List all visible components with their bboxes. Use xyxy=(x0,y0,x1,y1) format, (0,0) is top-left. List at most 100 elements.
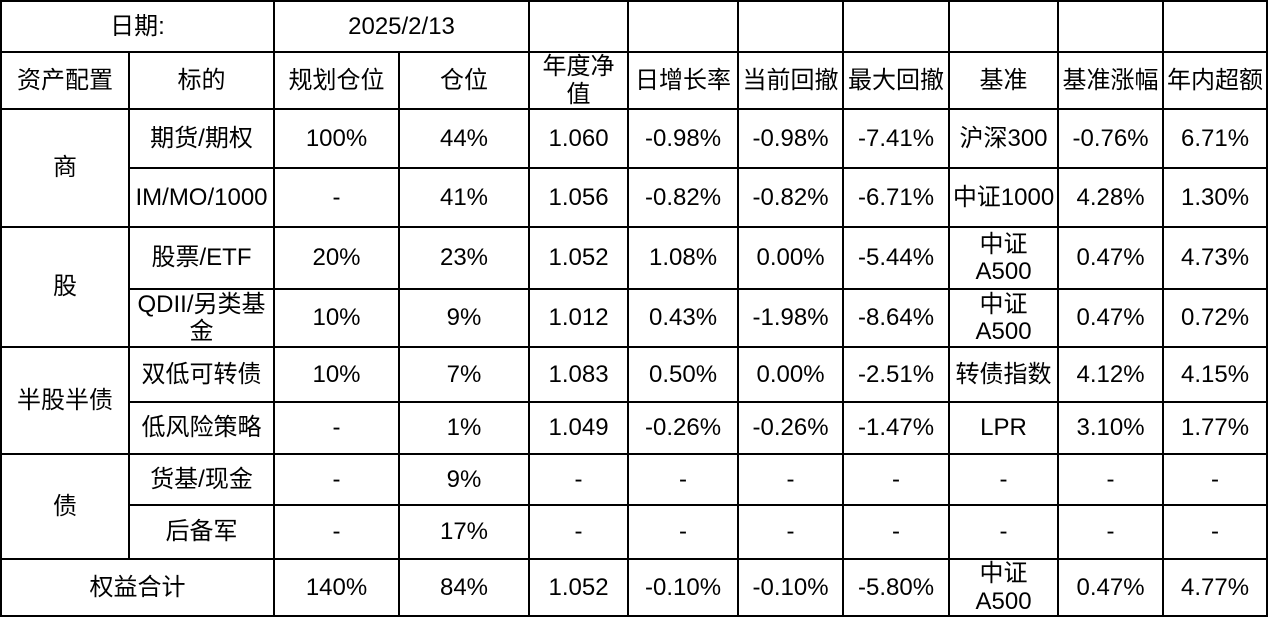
col-header-benchmark: 基准 xyxy=(948,50,1060,111)
cell-target: 货基/现金 xyxy=(127,453,276,507)
cell-current-drawdown: -0.10% xyxy=(737,558,845,617)
cell-planned-position: 10% xyxy=(273,346,401,404)
empty-cell xyxy=(1162,0,1269,53)
cell-daily-change: -0.98% xyxy=(627,108,740,170)
date-value-cell: 2025/2/13 xyxy=(273,0,531,53)
cell-annual-nav: 1.060 xyxy=(528,108,630,170)
cell-annual-nav: - xyxy=(528,453,630,507)
cell-benchmark-change: 4.28% xyxy=(1057,167,1165,229)
cell-benchmark: 中证A500 xyxy=(948,226,1060,291)
cell-yearly-excess: 1.30% xyxy=(1162,167,1269,229)
cell-max-drawdown: -1.47% xyxy=(842,401,951,456)
cell-daily-change: 0.43% xyxy=(627,288,740,349)
cell-benchmark-change: 0.47% xyxy=(1057,226,1165,291)
cell-current-drawdown: -0.82% xyxy=(737,167,845,229)
cell-max-drawdown: -8.64% xyxy=(842,288,951,349)
cell-max-drawdown: -5.80% xyxy=(842,558,951,617)
cell-current-drawdown: -0.98% xyxy=(737,108,845,170)
cell-annual-nav: 1.049 xyxy=(528,401,630,456)
empty-cell xyxy=(528,0,630,53)
cell-yearly-excess: 1.77% xyxy=(1162,401,1269,456)
empty-cell xyxy=(737,0,845,53)
cell-benchmark: 中证1000 xyxy=(948,167,1060,229)
cell-benchmark: 转债指数 xyxy=(948,346,1060,404)
cell-benchmark-change: 0.47% xyxy=(1057,288,1165,349)
cell-daily-change: -0.26% xyxy=(627,401,740,456)
cell-target: 双低可转债 xyxy=(127,346,276,404)
cell-benchmark-change: - xyxy=(1057,453,1165,507)
table-row: 债 货基/现金 - 9% - - - - - - - xyxy=(0,453,1269,561)
cell-annual-nav: 1.056 xyxy=(528,167,630,229)
cell-yearly-excess: 0.72% xyxy=(1162,288,1269,349)
cell-yearly-excess: 6.71% xyxy=(1162,108,1269,170)
cell-target: QDII/另类基金 xyxy=(127,288,276,349)
cell-position: 9% xyxy=(398,453,531,507)
table-row: 股 股票/ETF 20% 23% 1.052 1.08% 0.00% -5.44… xyxy=(0,226,1269,349)
table-row: 商 期货/期权 100% 44% 1.060 -0.98% -0.98% -7.… xyxy=(0,108,1269,229)
cell-benchmark-change: - xyxy=(1057,504,1165,561)
cell-position: 7% xyxy=(398,346,531,404)
cell-benchmark: LPR xyxy=(948,401,1060,456)
date-row: 日期: 2025/2/13 xyxy=(0,0,1269,53)
cell-target: 期货/期权 xyxy=(127,108,276,170)
table-row: 半股半债 双低可转债 10% 7% 1.083 0.50% 0.00% -2.5… xyxy=(0,346,1269,456)
empty-cell xyxy=(842,0,951,53)
cell-max-drawdown: -2.51% xyxy=(842,346,951,404)
cell-benchmark-change: 4.12% xyxy=(1057,346,1165,404)
cell-planned-position: - xyxy=(273,401,401,456)
col-header-target: 标的 xyxy=(127,50,276,111)
cell-annual-nav: 1.052 xyxy=(528,558,630,617)
table-row: 后备军 - 17% - - - - - - - xyxy=(1,504,1269,561)
cell-annual-nav: - xyxy=(528,504,630,561)
cell-target: 低风险策略 xyxy=(127,401,276,456)
cell-planned-position: 140% xyxy=(273,558,401,617)
cell-position: 44% xyxy=(398,108,531,170)
category-cell-commodity: 商 xyxy=(0,108,130,229)
cell-planned-position: - xyxy=(273,167,401,229)
cell-position: 9% xyxy=(398,288,531,349)
empty-cell xyxy=(1057,0,1165,53)
cell-position: 84% xyxy=(398,558,531,617)
cell-current-drawdown: - xyxy=(737,453,845,507)
col-header-asset-allocation: 资产配置 xyxy=(0,50,130,111)
col-header-position: 仓位 xyxy=(398,50,531,111)
cell-yearly-excess: - xyxy=(1162,504,1269,561)
col-header-benchmark-change: 基准涨幅 xyxy=(1057,50,1165,111)
cell-max-drawdown: - xyxy=(842,453,951,507)
cell-planned-position: - xyxy=(273,453,401,507)
cell-max-drawdown: - xyxy=(842,504,951,561)
date-label-cell: 日期: xyxy=(0,0,276,53)
cell-yearly-excess: 4.73% xyxy=(1162,226,1269,291)
cell-yearly-excess: 4.77% xyxy=(1162,558,1269,617)
cell-daily-change: - xyxy=(627,453,740,507)
cell-benchmark-change: -0.76% xyxy=(1057,108,1165,170)
cell-daily-change: -0.82% xyxy=(627,167,740,229)
category-cell-bond: 债 xyxy=(0,453,130,561)
cell-daily-change: -0.10% xyxy=(627,558,740,617)
cell-position: 23% xyxy=(398,226,531,291)
cell-yearly-excess: 4.15% xyxy=(1162,346,1269,404)
total-label-cell: 权益合计 xyxy=(0,558,276,617)
cell-target: 股票/ETF xyxy=(127,226,276,291)
cell-annual-nav: 1.052 xyxy=(528,226,630,291)
cell-current-drawdown: 0.00% xyxy=(737,226,845,291)
cell-current-drawdown: -0.26% xyxy=(737,401,845,456)
cell-benchmark: - xyxy=(948,504,1060,561)
cell-yearly-excess: - xyxy=(1162,453,1269,507)
table-row: QDII/另类基金 10% 9% 1.012 0.43% -1.98% -8.6… xyxy=(1,288,1269,349)
category-cell-stock: 股 xyxy=(0,226,130,349)
col-header-daily-change: 日增长率 xyxy=(627,50,740,111)
cell-planned-position: 10% xyxy=(273,288,401,349)
col-header-max-drawdown: 最大回撤 xyxy=(842,50,951,111)
cell-position: 41% xyxy=(398,167,531,229)
cell-position: 17% xyxy=(398,504,531,561)
cell-max-drawdown: -5.44% xyxy=(842,226,951,291)
cell-benchmark-change: 3.10% xyxy=(1057,401,1165,456)
cell-benchmark: 沪深300 xyxy=(948,108,1060,170)
cell-benchmark: 中证A500 xyxy=(948,288,1060,349)
cell-planned-position: 20% xyxy=(273,226,401,291)
table-row: IM/MO/1000 - 41% 1.056 -0.82% -0.82% -6.… xyxy=(1,167,1269,229)
cell-planned-position: - xyxy=(273,504,401,561)
cell-annual-nav: 1.083 xyxy=(528,346,630,404)
